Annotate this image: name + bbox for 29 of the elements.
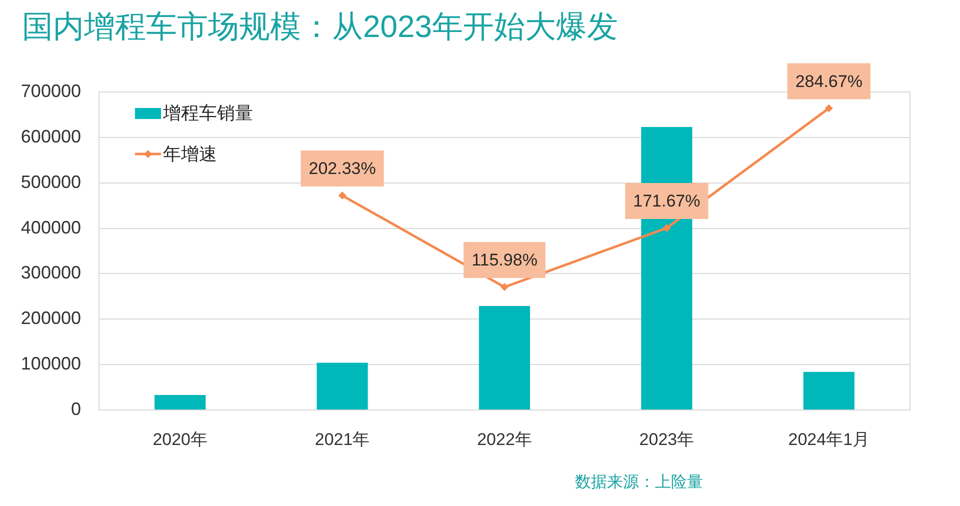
bar xyxy=(154,395,206,410)
point xyxy=(662,224,671,232)
y-tick-label: 600000 xyxy=(20,126,81,146)
x-tick-label: 2023年 xyxy=(639,430,694,449)
legend-label: 增程车销量 xyxy=(162,102,253,123)
data-label: 284.67% xyxy=(795,72,862,91)
data-label: 202.33% xyxy=(308,159,376,178)
x-tick-label: 2022年 xyxy=(477,430,532,449)
data-label: 115.98% xyxy=(472,250,538,270)
point xyxy=(500,283,508,292)
bar xyxy=(316,362,368,410)
chart-title: 国内增程车市场规模：从2023年开始大爆发 xyxy=(22,8,618,46)
y-tick-label: 700000 xyxy=(20,80,81,101)
y-tick-label: 100000 xyxy=(20,354,81,374)
x-tick-label: 2021年 xyxy=(314,430,370,449)
source-note: 数据来源：上险量 xyxy=(575,472,703,493)
y-tick-label: 200000 xyxy=(20,308,81,328)
point xyxy=(824,104,833,112)
bar xyxy=(478,306,530,410)
y-tick-label: 0 xyxy=(70,398,81,419)
y-tick-label: 400000 xyxy=(20,217,81,238)
x-tick-label: 2020年 xyxy=(152,430,208,449)
x-tick-label: 2024年1月 xyxy=(788,430,870,449)
point xyxy=(338,192,346,200)
bar xyxy=(803,372,854,410)
data-label: 171.67% xyxy=(633,192,700,211)
legend-label: 年增速 xyxy=(163,144,217,164)
y-tick-label: 300000 xyxy=(20,262,81,283)
y-tick-label: 500000 xyxy=(20,172,81,192)
